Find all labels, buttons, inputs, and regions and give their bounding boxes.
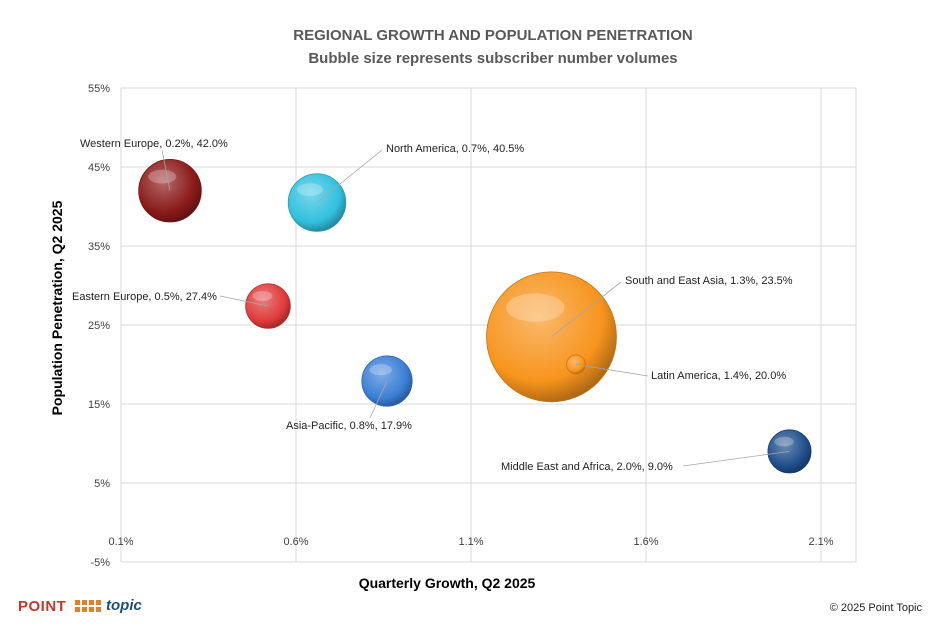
leader-line <box>551 281 622 338</box>
y-tick-label: -5% <box>90 557 110 569</box>
x-tick-label: 1.6% <box>633 536 658 548</box>
bubble-label: Western Europe, 0.2%, 42.0% <box>80 138 228 150</box>
point-topic-logo-topic: topic <box>106 597 142 614</box>
bubble-label: Asia-Pacific, 0.8%, 17.9% <box>286 420 412 432</box>
y-tick-label: 35% <box>88 241 110 253</box>
y-tick-label: 25% <box>88 320 110 332</box>
x-tick-label: 1.1% <box>458 536 483 548</box>
bubble-label: North America, 0.7%, 40.5% <box>386 143 524 155</box>
y-axis-ticks: -5% 5% 15% 25% 35% 45% 55% <box>88 83 110 569</box>
bubble-label: South and East Asia, 1.3%, 23.5% <box>625 275 793 287</box>
bubble-highlight <box>774 436 794 447</box>
chart-subtitle: Bubble size represents subscriber number… <box>308 50 677 67</box>
logo-squares-icon <box>75 600 103 612</box>
bubble-highlight <box>296 183 323 196</box>
bubble-highlight <box>506 293 565 322</box>
y-tick-label: 55% <box>88 83 110 95</box>
x-tick-label: 0.1% <box>108 536 133 548</box>
x-tick-label: 0.6% <box>283 536 308 548</box>
chart-title: REGIONAL GROWTH AND POPULATION PENETRATI… <box>293 27 692 44</box>
bubble-label: Eastern Europe, 0.5%, 27.4% <box>72 291 217 303</box>
bubble-label: Middle East and Africa, 2.0%, 9.0% <box>501 461 673 473</box>
y-tick-label: 45% <box>88 162 110 174</box>
bubble-label: Latin America, 1.4%, 20.0% <box>651 370 786 382</box>
leader-line <box>575 364 649 377</box>
bubble-highlight <box>252 291 273 301</box>
bubble <box>138 158 202 223</box>
copyright: © 2025 Point Topic <box>829 602 922 614</box>
leader-line <box>316 149 383 203</box>
x-axis-ticks: 0.1% 0.6% 1.1% 1.6% 2.1% <box>108 536 833 548</box>
y-tick-label: 15% <box>88 399 110 411</box>
leader-line <box>682 451 790 467</box>
bubbles <box>138 158 812 474</box>
x-tick-label: 2.1% <box>808 536 833 548</box>
gridlines <box>120 87 857 563</box>
leader-line <box>369 380 388 419</box>
bubble <box>287 173 347 232</box>
bubble-labels: Western Europe, 0.2%, 42.0% North America… <box>72 138 793 473</box>
bubble-highlight <box>148 169 177 184</box>
x-axis-title: Quarterly Growth, Q2 2025 <box>359 575 536 591</box>
leader-line <box>161 149 171 191</box>
y-tick-label: 5% <box>94 478 110 490</box>
point-topic-logo-word: POINT <box>18 598 67 615</box>
y-axis-title: Population Penetration, Q2 2025 <box>49 200 65 415</box>
bubble-highlight <box>369 364 393 376</box>
leader-line <box>219 295 269 307</box>
